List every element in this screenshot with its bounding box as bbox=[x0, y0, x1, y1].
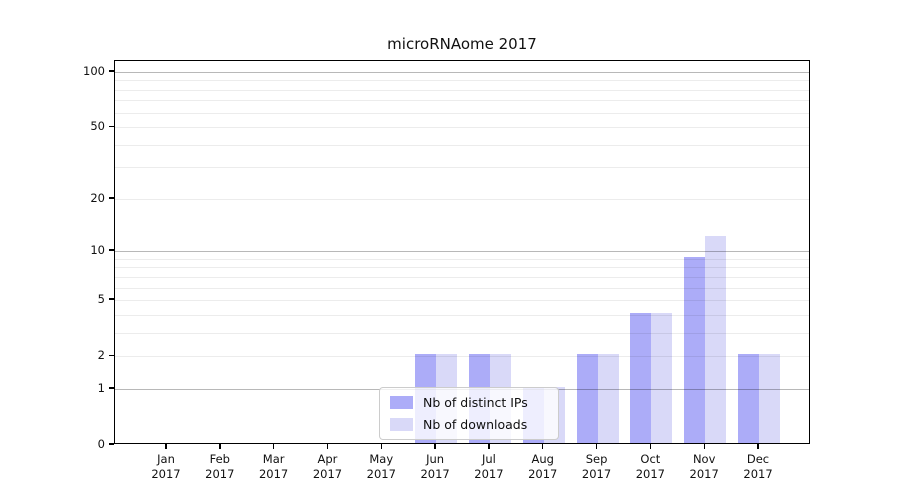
x-tick-label-oct: Oct 2017 bbox=[635, 452, 666, 481]
x-tick-oct bbox=[649, 444, 652, 449]
gridline-minor-50 bbox=[115, 127, 809, 129]
y-tick-20 bbox=[109, 197, 114, 199]
plot-area: Nb of distinct IPs Nb of downloads bbox=[114, 60, 810, 444]
x-tick-feb bbox=[219, 444, 221, 449]
x-tick-dec bbox=[757, 444, 759, 449]
bar-downloads-sep bbox=[597, 354, 619, 443]
legend-label-distinct-ips: Nb of distinct IPs bbox=[423, 395, 528, 410]
x-tick-label-jun: Jun 2017 bbox=[420, 452, 450, 481]
y-tick-100 bbox=[109, 70, 114, 72]
y-tick-label-10: 10 bbox=[90, 243, 105, 258]
y-tick-10 bbox=[109, 249, 114, 251]
legend: Nb of distinct IPs Nb of downloads bbox=[379, 387, 559, 440]
x-tick-label-apr: Apr 2017 bbox=[312, 452, 343, 481]
legend-swatch-downloads bbox=[390, 418, 413, 431]
legend-item-distinct-ips: Nb of distinct IPs bbox=[390, 395, 548, 410]
gridline-minor-20 bbox=[115, 198, 809, 200]
y-tick-label-1: 1 bbox=[97, 380, 105, 395]
gridline-major-100 bbox=[115, 72, 809, 73]
y-tick-5 bbox=[109, 298, 114, 300]
x-tick-jul bbox=[488, 444, 490, 449]
chart-title: microRNAome 2017 bbox=[387, 35, 537, 53]
x-tick-label-may: May 2017 bbox=[366, 452, 396, 481]
y-tick-label-20: 20 bbox=[90, 190, 105, 205]
gridline-minor-30 bbox=[115, 167, 809, 169]
legend-item-downloads: Nb of downloads bbox=[390, 417, 548, 432]
x-tick-apr bbox=[326, 444, 329, 449]
y-tick-2 bbox=[109, 354, 114, 356]
x-tick-aug bbox=[542, 444, 544, 449]
x-tick-label-dec: Dec 2017 bbox=[743, 452, 773, 481]
y-tick-label-5: 5 bbox=[97, 292, 105, 307]
y-tick-1 bbox=[109, 387, 114, 389]
y-tick-label-50: 50 bbox=[90, 119, 105, 134]
y-tick-label-2: 2 bbox=[97, 348, 105, 363]
bar-distinct-ips-dec bbox=[738, 354, 760, 443]
bar-distinct-ips-nov bbox=[684, 256, 706, 443]
y-tick-label-0: 0 bbox=[97, 437, 105, 451]
x-tick-sep bbox=[595, 444, 598, 449]
x-tick-label-mar: Mar 2017 bbox=[258, 452, 289, 481]
bar-downloads-oct bbox=[651, 312, 673, 443]
gridline-minor-80 bbox=[115, 89, 809, 91]
x-tick-label-jul: Jul 2017 bbox=[474, 452, 504, 481]
bar-distinct-ips-sep bbox=[576, 354, 598, 443]
gridline-minor-40 bbox=[115, 144, 809, 146]
x-tick-jun bbox=[434, 444, 436, 449]
gridline-minor-60 bbox=[115, 112, 809, 114]
x-tick-mar bbox=[272, 444, 275, 449]
legend-swatch-distinct-ips bbox=[390, 396, 413, 409]
x-tick-may bbox=[380, 444, 382, 449]
y-tick-0 bbox=[109, 443, 114, 445]
x-tick-label-aug: Aug 2017 bbox=[528, 452, 558, 481]
y-tick-50 bbox=[109, 125, 114, 127]
x-tick-label-jan: Jan 2017 bbox=[151, 452, 181, 481]
bar-distinct-ips-oct bbox=[630, 312, 652, 443]
gridline-minor-70 bbox=[115, 100, 809, 102]
bar-downloads-dec bbox=[759, 354, 781, 443]
x-tick-nov bbox=[703, 444, 705, 449]
x-tick-label-sep: Sep 2017 bbox=[581, 452, 612, 481]
legend-label-downloads: Nb of downloads bbox=[423, 417, 528, 432]
gridline-minor-90 bbox=[115, 80, 809, 82]
x-tick-label-nov: Nov 2017 bbox=[689, 452, 719, 481]
x-tick-jan bbox=[165, 444, 167, 449]
x-tick-label-feb: Feb 2017 bbox=[205, 452, 235, 481]
y-tick-label-100: 100 bbox=[83, 64, 105, 78]
bar-downloads-nov bbox=[705, 235, 727, 443]
